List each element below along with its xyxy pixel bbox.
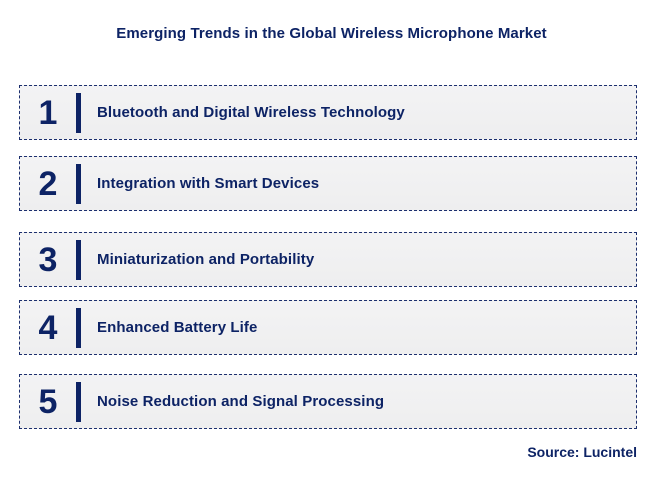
trend-label: Bluetooth and Digital Wireless Technolog… xyxy=(97,104,405,121)
trend-row-5: 5 Noise Reduction and Signal Processing xyxy=(19,374,637,429)
trend-label: Enhanced Battery Life xyxy=(97,319,258,336)
trend-row-4: 4 Enhanced Battery Life xyxy=(19,300,637,355)
divider-bar xyxy=(76,307,81,348)
divider-bar xyxy=(76,381,81,422)
trend-label: Noise Reduction and Signal Processing xyxy=(97,393,385,410)
page-title: Emerging Trends in the Global Wireless M… xyxy=(116,25,547,42)
trend-number: 5 xyxy=(38,382,58,421)
trend-number: 2 xyxy=(38,164,58,203)
trend-row-2: 2 Integration with Smart Devices xyxy=(19,156,637,211)
trend-number: 3 xyxy=(38,240,58,279)
trend-label: Miniaturization and Portability xyxy=(97,251,315,268)
divider-bar xyxy=(76,239,81,280)
trend-number: 1 xyxy=(38,93,58,132)
trend-number: 4 xyxy=(38,308,58,347)
divider-bar xyxy=(76,92,81,133)
trend-label: Integration with Smart Devices xyxy=(97,175,320,192)
trend-row-1: 1 Bluetooth and Digital Wireless Technol… xyxy=(19,85,637,140)
source-credit: Source: Lucintel xyxy=(527,444,637,460)
trend-row-3: 3 Miniaturization and Portability xyxy=(19,232,637,287)
divider-bar xyxy=(76,163,81,204)
